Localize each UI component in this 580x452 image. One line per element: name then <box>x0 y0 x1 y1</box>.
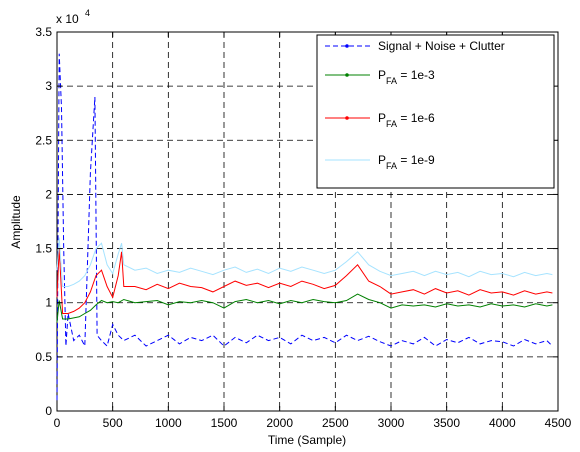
y-tick-label: 2 <box>45 187 52 201</box>
x-tick-label: 4500 <box>545 416 572 430</box>
legend: Signal + Noise + Clutter PFA = 1e-3 PFA = … <box>316 34 555 189</box>
legend-marker-2 <box>345 116 349 120</box>
x-tick-label: 500 <box>103 416 123 430</box>
x-axis-label: Time (Sample) <box>268 433 346 447</box>
legend-box <box>316 34 555 189</box>
y-tick-label: 1.5 <box>35 242 52 256</box>
y-exponent-power: 4 <box>85 8 90 18</box>
legend-label-1: PFA = 1e-3 <box>378 68 435 86</box>
legend-label-3: PFA = 1e-9 <box>378 153 435 171</box>
x-tick-label: 3000 <box>378 416 405 430</box>
y-tick-label: 0 <box>45 404 52 418</box>
tick-group: 0 500 1000 1500 2000 2500 3000 3500 4000 4500 0 0.5… <box>35 25 571 430</box>
series-line-3 <box>56 237 553 287</box>
series-line-2 <box>56 248 553 314</box>
x-tick-label: 1000 <box>155 416 182 430</box>
series-line-1 <box>56 293 553 323</box>
series-group <box>56 53 553 401</box>
y-tick-label: 2.5 <box>35 133 52 147</box>
legend-marker-1 <box>345 73 349 77</box>
y-tick-label: 3.5 <box>35 25 52 39</box>
y-tick-label: 1 <box>45 296 52 310</box>
x-tick-label: 2500 <box>322 416 349 430</box>
y-axis-label: Amplitude <box>9 195 23 249</box>
x-tick-label: 1500 <box>211 416 238 430</box>
legend-label-0: Signal + Noise + Clutter <box>378 39 505 53</box>
y-tick-label: 0.5 <box>35 350 52 364</box>
series-line-0 <box>56 53 553 401</box>
legend-marker-0 <box>345 44 349 48</box>
x-tick-label: 2000 <box>266 416 293 430</box>
legend-label-2: PFA = 1e-6 <box>378 111 435 129</box>
y-tick-label: 3 <box>45 79 52 93</box>
x-tick-label: 0 <box>54 416 61 430</box>
x-tick-label: 4000 <box>489 416 516 430</box>
x-tick-label: 3500 <box>433 416 460 430</box>
y-exponent-label: x 10 <box>56 12 79 26</box>
grid-lines <box>57 32 558 411</box>
